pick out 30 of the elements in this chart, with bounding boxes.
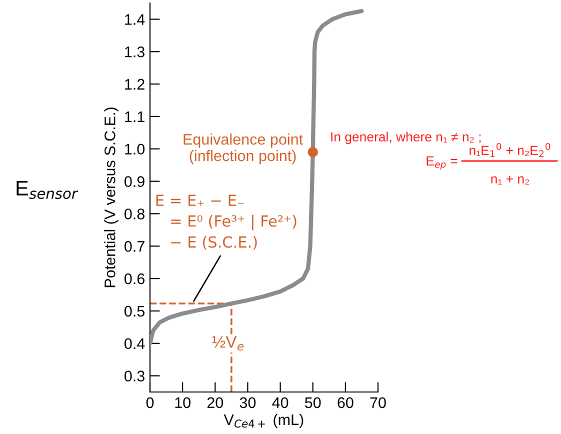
x-tick-label: 40 — [272, 397, 288, 408]
x-axis-title: V$_{Ce4+}$ (mL) — [224, 414, 304, 428]
y-tick-label: 0.7 — [124, 240, 144, 252]
text: n₁E$_{1}$$^{0}$ + n₂E$_{2}$$^{0}$ — [470, 142, 550, 158]
y-tick-label: 0.3 — [124, 370, 144, 382]
y-tick-label: 1.1 — [125, 111, 144, 122]
x-tick-label: 0 — [146, 397, 154, 408]
ref-line-label: ½V$_{e}$ — [212, 336, 244, 351]
x-tick-label: 70 — [370, 397, 386, 408]
x-tick-label: 30 — [240, 397, 256, 408]
x-tick-label: 10 — [175, 397, 190, 408]
x-tick-label: 20 — [207, 397, 224, 408]
x-tick-label: 50 — [304, 397, 321, 408]
y-tick-label: 1.2 — [125, 78, 144, 90]
y-tick-label: 1.0 — [125, 144, 145, 155]
y-tick-label: 1.4 — [125, 14, 145, 25]
text: E$_{ep}$ = — [426, 156, 458, 170]
y-tick-label: 0.8 — [124, 208, 144, 220]
x-tick-label: 60 — [338, 397, 354, 408]
y-axis-title: Potential (V versus S.C.E.) — [104, 108, 118, 288]
annotation: Equivalence point (inflection point) — [184, 134, 303, 164]
y-tick-label: 0.9 — [124, 176, 144, 187]
y-tick-label: 0.5 — [124, 306, 144, 317]
y-tick-label: 1.3 — [125, 46, 144, 58]
annotation: In general, where n₁ ≠ n₂ ; — [331, 132, 481, 144]
text: E$_{sensor}$ — [16, 181, 78, 199]
annotation: E = E₊ − E₋ = E⁰ (Fe³⁺ | Fe²⁺) − E (S.C.E.) — [156, 194, 296, 250]
text: n₁ + n₂ — [491, 176, 529, 185]
y-tick-label: 0.4 — [124, 338, 145, 350]
y-tick-label: 0.6 — [124, 273, 144, 284]
